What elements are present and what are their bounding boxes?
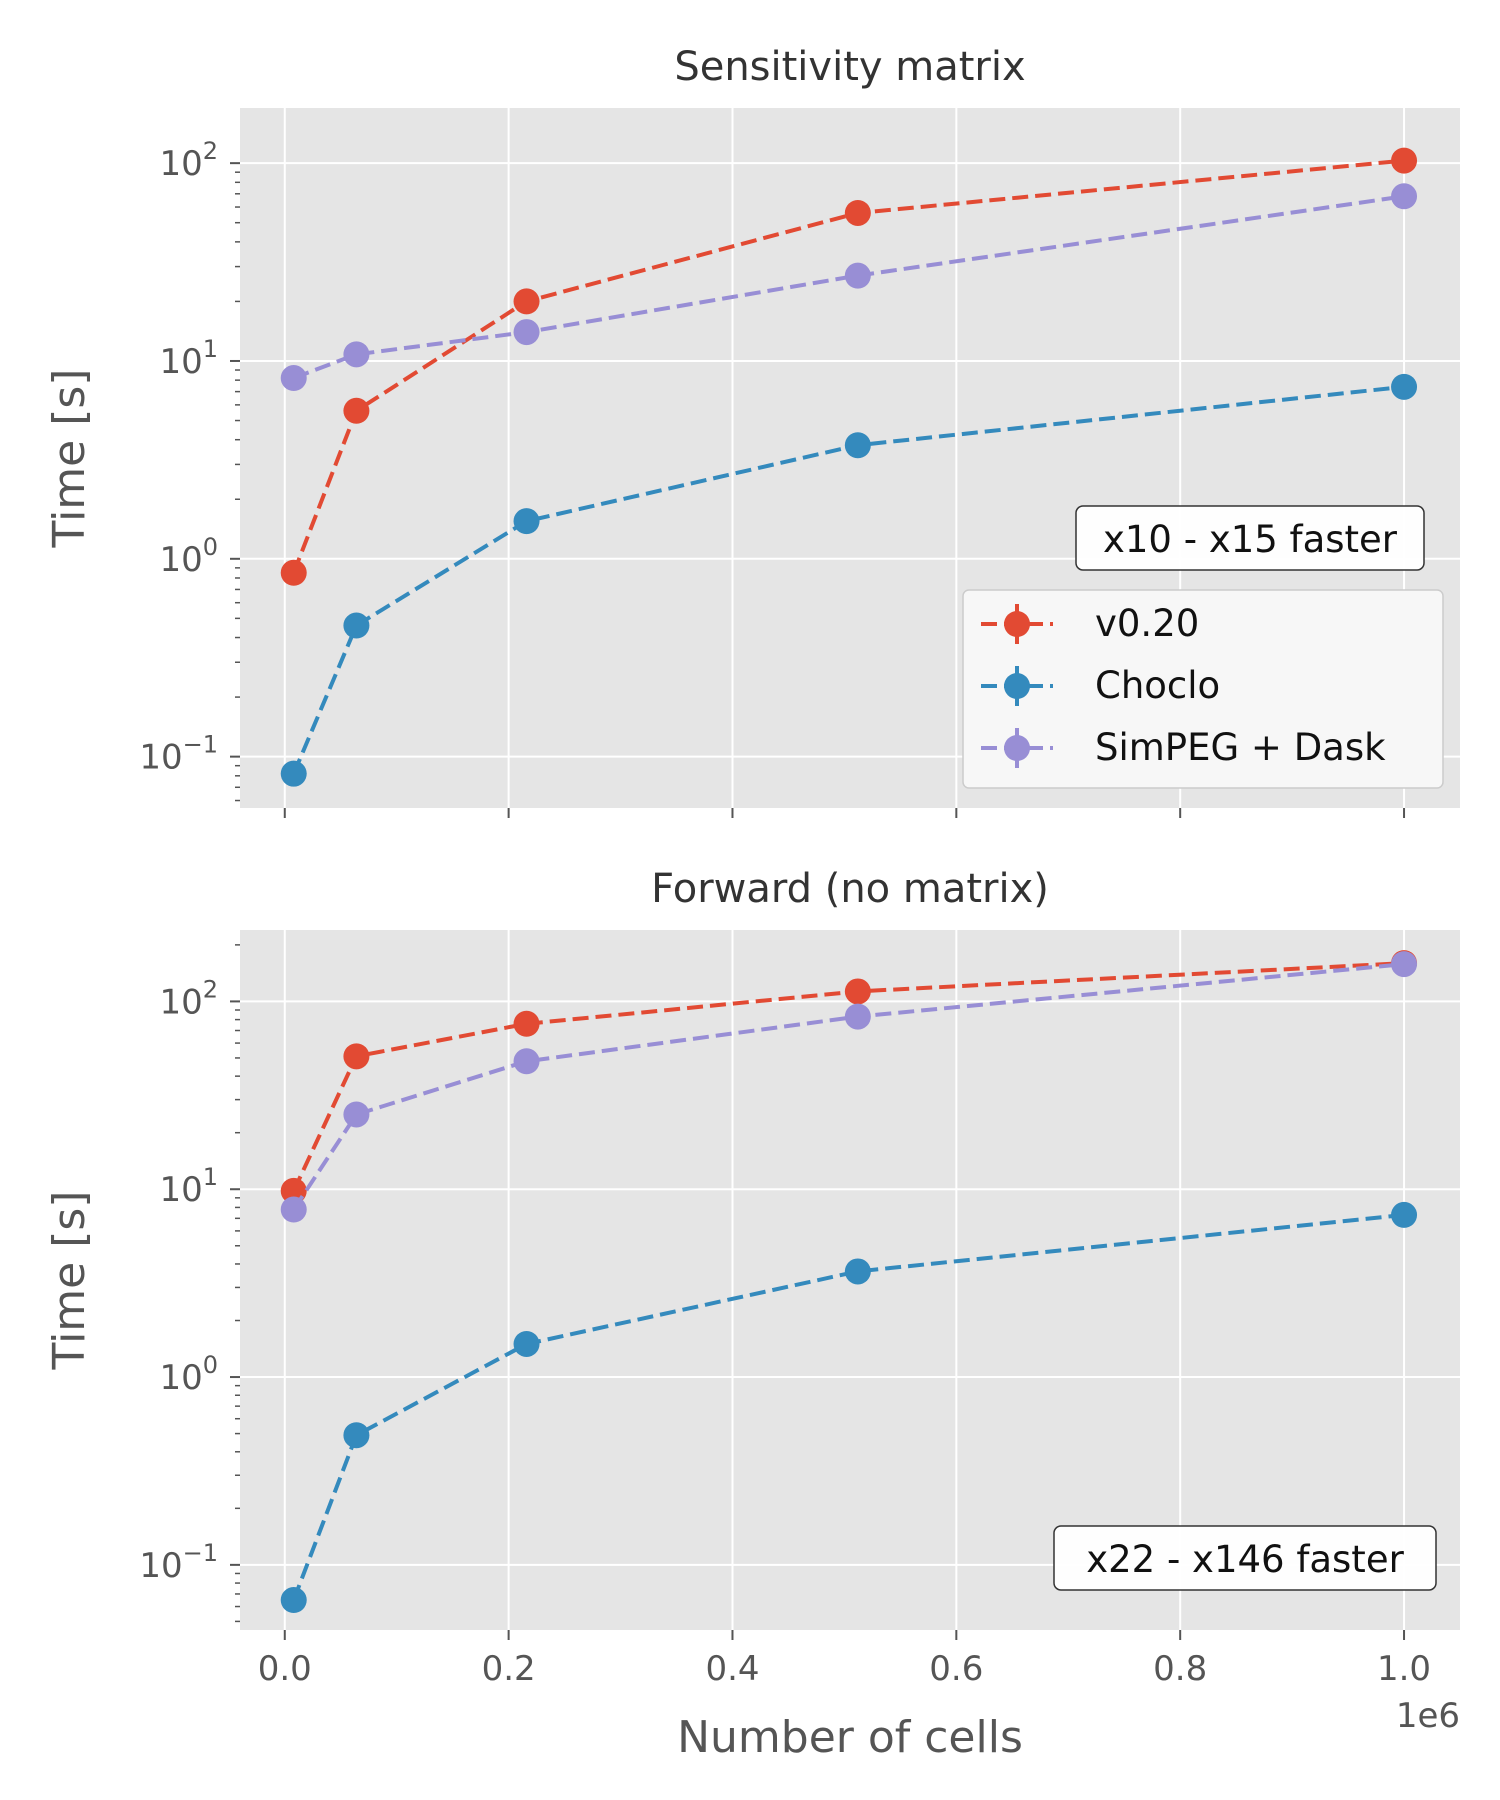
data-point — [1391, 373, 1418, 400]
data-point — [844, 199, 871, 226]
x-axis-multiplier: 1e6 — [1396, 1696, 1460, 1736]
legend-marker — [1004, 673, 1030, 699]
data-point — [1391, 1201, 1418, 1228]
data-point — [280, 760, 307, 787]
chart-title: Sensitivity matrix — [674, 44, 1025, 90]
legend-label: Choclo — [1095, 664, 1220, 707]
legend-label: v0.20 — [1095, 602, 1199, 645]
data-point — [280, 365, 307, 392]
data-point — [280, 1587, 307, 1614]
legend: v0.20 Choclo SimPEG + Dask — [962, 589, 1444, 789]
x-tick-label: 0.4 — [705, 1649, 759, 1689]
legend-marker — [1004, 735, 1030, 761]
panel-sensitivity-matrix: 10−1 100 101 102 Sensitivity matrix Time [s] x… — [44, 44, 1460, 818]
chart-title: Forward (no matrix) — [651, 866, 1049, 912]
annotation-text: x22 - x146 faster — [1086, 1538, 1404, 1581]
x-axis-label: Number of cells — [677, 1712, 1023, 1763]
y-tick-label: 100 — [159, 1351, 218, 1398]
data-point — [343, 1101, 370, 1128]
x-tick-label: 0.2 — [482, 1649, 536, 1689]
data-point — [343, 1043, 370, 1070]
data-point — [280, 559, 307, 586]
data-point — [844, 262, 871, 289]
x-tick-label: 0.6 — [929, 1649, 983, 1689]
legend-label: SimPEG + Dask — [1095, 726, 1386, 769]
y-tick-label: 10−1 — [139, 1539, 218, 1586]
data-point — [343, 341, 370, 368]
data-point — [513, 319, 540, 346]
data-point — [844, 1258, 871, 1285]
data-point — [513, 1330, 540, 1357]
y-axis-label: Time [s] — [44, 369, 95, 549]
y-tick-label: 100 — [159, 533, 218, 580]
data-point — [844, 432, 871, 459]
legend-entry: v0.20 — [981, 602, 1199, 645]
annotation-frame — [1075, 505, 1425, 571]
y-tick-label: 10−1 — [139, 731, 218, 778]
series-line-simpeg-dask — [292, 962, 1405, 1211]
data-point — [280, 1196, 307, 1223]
data-point — [1391, 951, 1418, 978]
data-point — [513, 1048, 540, 1075]
data-point — [513, 508, 540, 535]
annotation-box: x22 - x146 faster — [1053, 1525, 1437, 1591]
data-point — [343, 1422, 370, 1449]
series-line-v0-20 — [291, 961, 1405, 1192]
y-tick-label: 102 — [159, 137, 218, 184]
x-tick-label: 0.8 — [1153, 1649, 1207, 1689]
data-point — [844, 978, 871, 1005]
data-point — [844, 1003, 871, 1030]
data-point — [1391, 147, 1418, 174]
panel-forward: 0.0 0.2 0.4 0.6 0.8 1.0 10−1 100 101 102 Forward (… — [44, 866, 1460, 1763]
y-tick-label: 102 — [159, 975, 218, 1022]
data-point — [513, 1010, 540, 1037]
legend-marker — [1004, 611, 1030, 637]
x-tick-label: 0.0 — [258, 1649, 312, 1689]
legend-entry: SimPEG + Dask — [981, 726, 1386, 769]
data-point — [1391, 183, 1418, 210]
data-point — [513, 288, 540, 315]
annotation-text: x10 - x15 faster — [1103, 518, 1398, 561]
data-point — [343, 612, 370, 639]
y-tick-label: 101 — [159, 335, 218, 382]
legend-entry: Choclo — [981, 664, 1220, 707]
legend-frame — [962, 589, 1444, 789]
annotation-box: x10 - x15 faster — [1075, 505, 1425, 571]
annotation-frame — [1053, 1525, 1437, 1591]
x-tick-label: 1.0 — [1377, 1649, 1431, 1689]
y-tick-label: 101 — [159, 1163, 218, 1210]
data-point — [343, 397, 370, 424]
y-axis-label: Time [s] — [44, 1191, 95, 1371]
